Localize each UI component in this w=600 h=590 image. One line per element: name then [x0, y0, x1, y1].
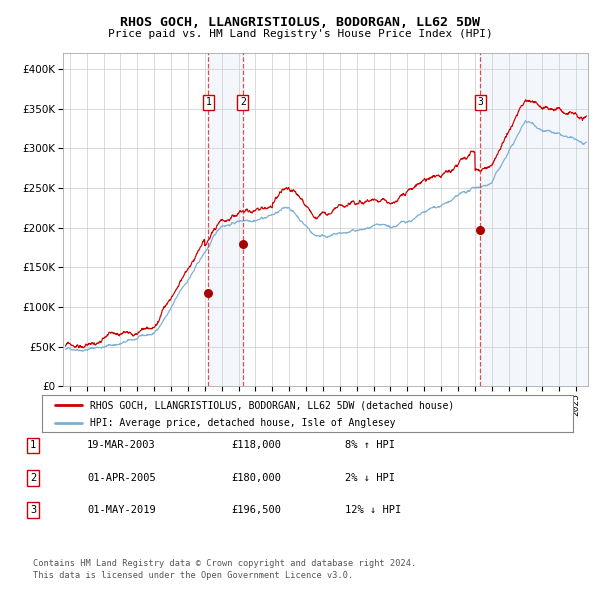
Text: 1: 1: [205, 97, 211, 107]
Text: HPI: Average price, detached house, Isle of Anglesey: HPI: Average price, detached house, Isle…: [90, 418, 395, 428]
Text: £118,000: £118,000: [231, 441, 281, 450]
Text: RHOS GOCH, LLANGRISTIOLUS, BODORGAN, LL62 5DW (detached house): RHOS GOCH, LLANGRISTIOLUS, BODORGAN, LL6…: [90, 400, 454, 410]
Text: 3: 3: [478, 97, 484, 107]
Text: 2% ↓ HPI: 2% ↓ HPI: [345, 473, 395, 483]
Text: 01-APR-2005: 01-APR-2005: [87, 473, 156, 483]
Text: £180,000: £180,000: [231, 473, 281, 483]
Text: £196,500: £196,500: [231, 506, 281, 515]
Text: 3: 3: [30, 506, 36, 515]
Text: 2: 2: [240, 97, 246, 107]
Bar: [208, 53, 243, 386]
Text: 12% ↓ HPI: 12% ↓ HPI: [345, 506, 401, 515]
Text: 8% ↑ HPI: 8% ↑ HPI: [345, 441, 395, 450]
Text: Contains HM Land Registry data © Crown copyright and database right 2024.: Contains HM Land Registry data © Crown c…: [33, 559, 416, 568]
Text: 1: 1: [30, 441, 36, 450]
Text: 19-MAR-2003: 19-MAR-2003: [87, 441, 156, 450]
Text: This data is licensed under the Open Government Licence v3.0.: This data is licensed under the Open Gov…: [33, 571, 353, 580]
Text: RHOS GOCH, LLANGRISTIOLUS, BODORGAN, LL62 5DW: RHOS GOCH, LLANGRISTIOLUS, BODORGAN, LL6…: [120, 16, 480, 29]
Text: 01-MAY-2019: 01-MAY-2019: [87, 506, 156, 515]
Bar: [481, 53, 588, 386]
Text: 2: 2: [30, 473, 36, 483]
Text: Price paid vs. HM Land Registry's House Price Index (HPI): Price paid vs. HM Land Registry's House …: [107, 30, 493, 39]
